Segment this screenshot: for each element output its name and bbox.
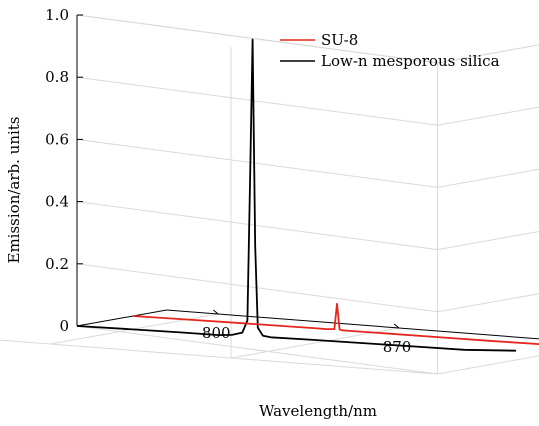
legend: SU-8 Low-n mesporous silica bbox=[280, 31, 500, 70]
x-tick-label: 800 bbox=[202, 324, 231, 342]
top-right-edge bbox=[437, 44, 539, 64]
grid-layer bbox=[0, 14, 539, 375]
x-tick-label: 870 bbox=[383, 338, 412, 356]
legend-label-low-n-silica: Low-n mesporous silica bbox=[321, 52, 500, 70]
x-axis-line bbox=[166, 309, 539, 340]
axes-layer bbox=[76, 15, 539, 340]
y-tick-label: 0.2 bbox=[45, 255, 69, 273]
y-tick-label: 0 bbox=[59, 317, 69, 335]
y-gridline bbox=[76, 263, 539, 313]
series-line-0 bbox=[132, 302, 539, 346]
y-tick-label: 0.6 bbox=[45, 130, 69, 148]
y-gridline bbox=[76, 138, 539, 188]
y-gridline bbox=[76, 76, 539, 126]
y-tick-label: 0.8 bbox=[45, 68, 69, 86]
y-tick-label: 1.0 bbox=[45, 6, 69, 24]
legend-label-su8: SU-8 bbox=[321, 31, 358, 49]
x-tick bbox=[212, 309, 219, 315]
top-back-edge bbox=[76, 14, 438, 64]
floor-back-edge bbox=[0, 339, 438, 375]
series-layer bbox=[76, 38, 539, 352]
y-gridline bbox=[76, 201, 539, 251]
y-axis-label: Emission/arb. units bbox=[5, 116, 23, 263]
x-axis-label: Wavelength/nm bbox=[259, 402, 377, 420]
ticks-layer: 00.20.40.60.81.0800870950 bbox=[45, 6, 412, 356]
series-line-1 bbox=[76, 38, 517, 352]
x-tick bbox=[393, 323, 400, 329]
y-tick-label: 0.4 bbox=[45, 193, 69, 211]
depth-axis-line bbox=[76, 309, 167, 327]
